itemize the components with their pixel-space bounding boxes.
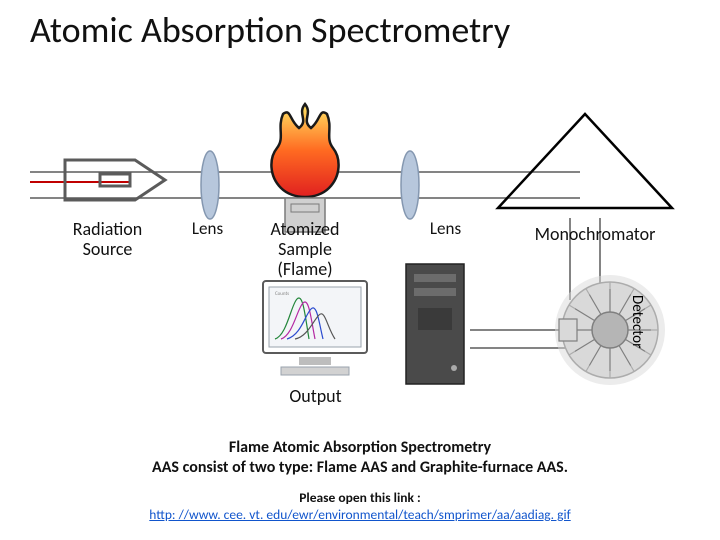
computer-tower — [400, 260, 470, 390]
monochromator-shape — [490, 108, 680, 218]
radiation-source-label: Radiation Source — [60, 220, 155, 260]
caption-text: Flame Atomic Absorption Spectrometry AAS… — [0, 438, 720, 478]
lens2-shape — [395, 145, 425, 225]
external-link[interactable]: http: //www. cee. vt. edu/ewr/environmen… — [149, 506, 570, 523]
radiation-source-shape — [60, 140, 180, 220]
monochromator-label: Monochromator — [505, 225, 685, 245]
page-title: Atomic Absorption Spectrometry — [30, 8, 690, 52]
lens1-shape — [195, 145, 225, 225]
lens2-label: Lens — [418, 220, 473, 239]
detector-label: Detector — [628, 295, 646, 348]
output-label: Output — [258, 387, 373, 407]
atomized-sample-label: Atomized Sample (Flame) — [255, 220, 355, 279]
lens1-label: Lens — [180, 220, 235, 239]
output-monitor: Counts — [255, 275, 375, 385]
svg-text:Counts: Counts — [275, 291, 289, 297]
diagram-area: Counts — [0, 80, 720, 380]
detector-shape — [555, 275, 665, 385]
link-caption: Please open this link : http: //www. cee… — [0, 490, 720, 524]
